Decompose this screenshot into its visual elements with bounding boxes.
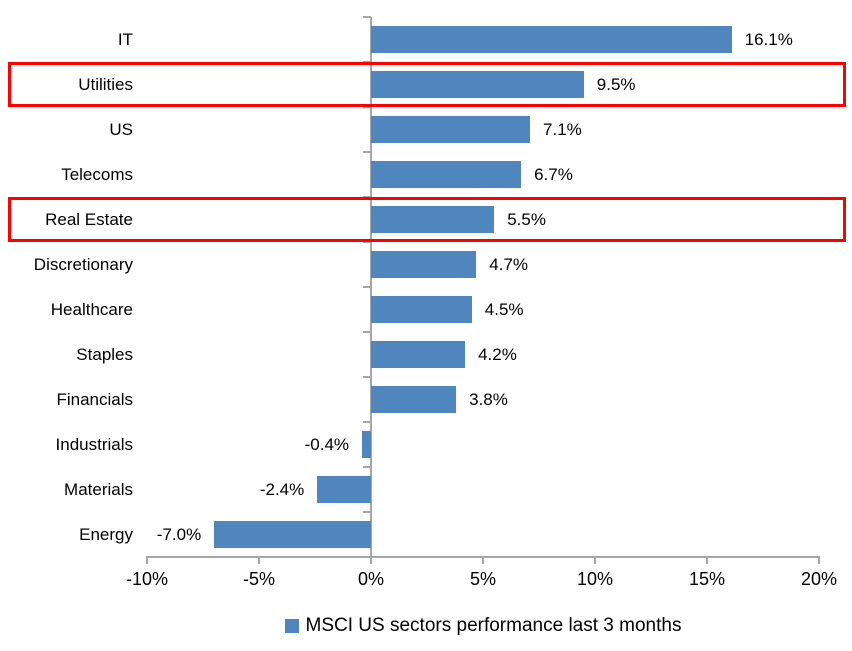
x-tick-label: 15% (688, 569, 726, 589)
value-label: -0.4% (304, 435, 350, 454)
x-axis-tick (818, 556, 820, 564)
value-label: 7.1% (543, 120, 582, 139)
value-label: 5.5% (507, 210, 546, 229)
y-axis-tick (363, 421, 371, 423)
category-label: Materials (64, 480, 133, 499)
legend-marker-square (284, 619, 299, 633)
x-tick-label: -5% (242, 569, 275, 589)
x-tick-label: 5% (469, 569, 496, 589)
bar (371, 296, 472, 323)
bar (371, 116, 531, 143)
bar (214, 521, 371, 548)
category-label: Utilities (78, 75, 133, 94)
value-label: 16.1% (744, 30, 793, 49)
category-label: Energy (79, 525, 133, 544)
category-label: Staples (76, 345, 133, 364)
x-tick-label: 0% (357, 569, 384, 589)
value-label: 4.2% (478, 345, 517, 364)
y-axis-tick (363, 106, 371, 108)
legend: MSCI US sectors performance last 3 month… (147, 608, 819, 644)
x-tick-label: 20% (800, 569, 838, 589)
category-label: Real Estate (45, 210, 133, 229)
category-label: Healthcare (50, 300, 133, 319)
y-axis-tick (363, 331, 371, 333)
category-label: Telecoms (61, 165, 133, 184)
y-axis-tick (363, 376, 371, 378)
x-axis-tick (370, 556, 372, 564)
value-label: -2.4% (259, 480, 305, 499)
category-label: Financials (56, 390, 133, 409)
bar (317, 476, 371, 503)
value-label: 6.7% (534, 165, 573, 184)
x-axis-tick (482, 556, 484, 564)
bar (371, 26, 732, 53)
bar (371, 161, 522, 188)
y-axis-tick (363, 511, 371, 513)
x-tick-label: -10% (125, 569, 169, 589)
category-label: IT (117, 30, 133, 49)
bar (371, 341, 466, 368)
y-axis-tick (363, 286, 371, 288)
bar (371, 206, 495, 233)
y-axis-tick (363, 241, 371, 243)
highlight-box (8, 197, 846, 242)
value-label: 4.5% (484, 300, 524, 319)
bar (371, 71, 584, 98)
x-axis-tick (258, 556, 260, 564)
category-label: Discretionary (33, 255, 133, 274)
x-axis-tick (594, 556, 596, 564)
x-axis-tick (146, 556, 148, 564)
category-label: Industrials (55, 435, 133, 454)
value-label: 3.8% (469, 390, 508, 409)
highlight-box (8, 62, 846, 107)
category-label: US (109, 120, 133, 139)
bar (371, 251, 477, 278)
y-axis-tick (363, 16, 371, 18)
value-label: 4.7% (489, 255, 529, 274)
x-axis-tick (706, 556, 708, 564)
legend-label: MSCI US sectors performance last 3 month… (305, 615, 682, 636)
x-tick-label: 10% (576, 569, 614, 589)
y-axis-tick (363, 151, 371, 153)
value-label: 9.5% (596, 75, 636, 94)
value-label: -7.0% (156, 525, 202, 544)
bar (362, 431, 371, 458)
y-axis-line (370, 17, 372, 558)
bar (371, 386, 457, 413)
y-axis-tick (363, 466, 371, 468)
